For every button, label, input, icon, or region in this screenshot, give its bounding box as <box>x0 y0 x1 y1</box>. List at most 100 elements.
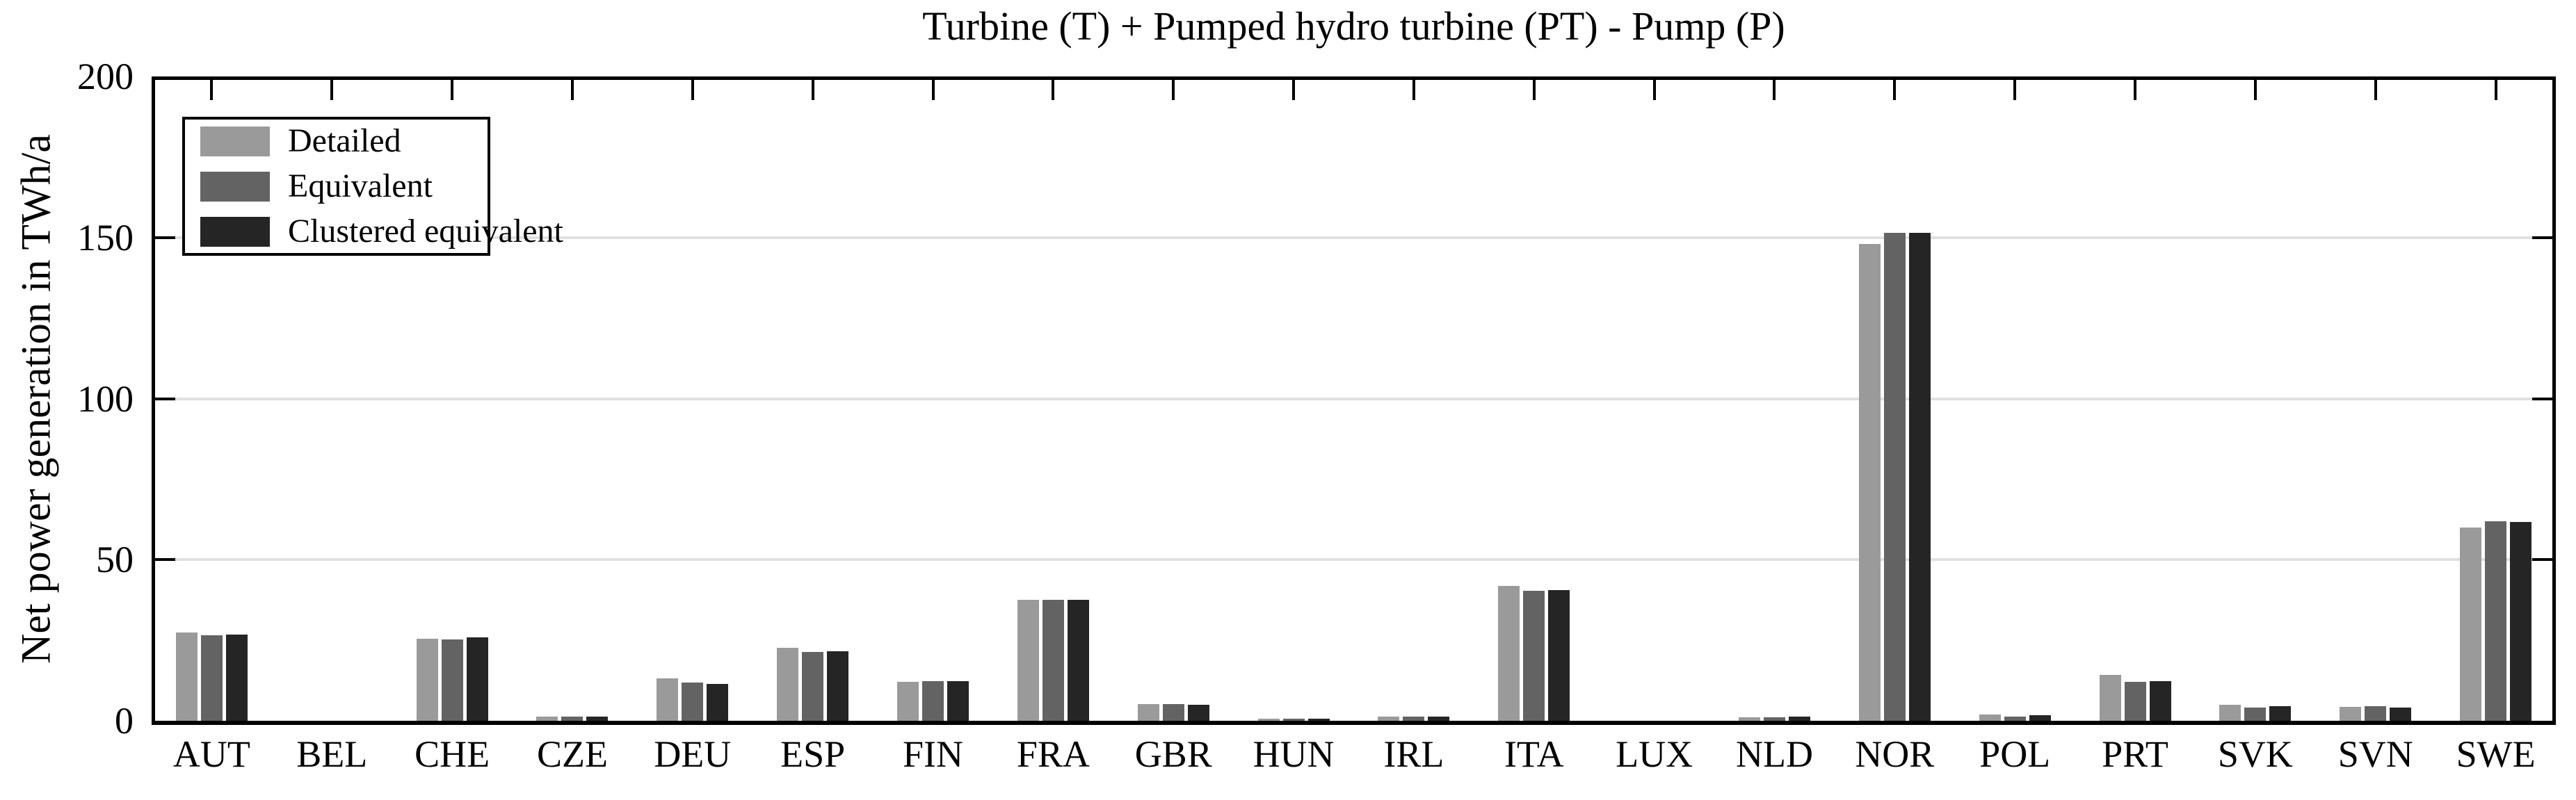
y-tick-label-200: 200 <box>77 56 134 97</box>
bar-svn-equivalent <box>2365 706 2387 721</box>
x-tick-label-aut: AUT <box>172 733 250 775</box>
top-tick-mark-cze <box>570 76 574 100</box>
top-tick-mark-swe <box>2494 76 2497 100</box>
legend-label-clustered-equivalent: Clustered equivalent <box>288 213 563 250</box>
legend-label-detailed: Detailed <box>288 122 401 159</box>
y-tick-label-150: 150 <box>77 216 134 259</box>
legend-row-equivalent: Equivalent <box>200 170 488 203</box>
bar-svn-detailed <box>2340 706 2362 721</box>
bar-nld-clustered-equivalent <box>1788 717 1810 721</box>
x-tick-label-bel: BEL <box>296 733 368 775</box>
bar-swe-detailed <box>2460 527 2482 721</box>
y-tick-label-100: 100 <box>77 377 134 420</box>
top-tick-mark-ita <box>1532 76 1536 100</box>
bar-nor-detailed <box>1858 244 1881 721</box>
bar-cze-equivalent <box>561 716 583 721</box>
x-tick-label-che: CHE <box>414 733 490 775</box>
axis-x <box>152 721 2556 725</box>
x-tick-label-pol: POL <box>1979 733 2051 775</box>
x-tick-label-swe: SWE <box>2456 733 2536 775</box>
x-tick-label-svn: SVN <box>2337 733 2413 775</box>
bar-ita-clustered-equivalent <box>1548 589 1570 721</box>
bar-fin-detailed <box>897 681 919 721</box>
bar-nld-detailed <box>1738 717 1760 721</box>
x-tick-label-irl: IRL <box>1383 733 1444 775</box>
x-tick-label-gbr: GBR <box>1134 733 1212 775</box>
bar-esp-clustered-equivalent <box>827 651 849 721</box>
bar-hun-equivalent <box>1282 718 1305 721</box>
bar-pol-detailed <box>1979 715 2001 721</box>
chart-title: Turbine (T) + Pumped hydro turbine (PT) … <box>922 3 1785 49</box>
gridline-150 <box>152 236 2556 239</box>
gridline-50 <box>152 558 2556 562</box>
y-tick-mark-right-50 <box>2532 558 2556 562</box>
bar-che-clustered-equivalent <box>466 637 488 721</box>
top-tick-mark-bel <box>330 76 334 100</box>
bar-cze-clustered-equivalent <box>586 716 609 721</box>
bar-svk-equivalent <box>2244 707 2267 721</box>
y-tick-label-0: 0 <box>115 700 134 742</box>
top-tick-mark-gbr <box>1172 76 1175 100</box>
top-tick-mark-irl <box>1412 76 1415 100</box>
bar-cze-detailed <box>536 716 558 721</box>
bar-gbr-clustered-equivalent <box>1187 704 1209 721</box>
bar-deu-equivalent <box>682 682 704 721</box>
top-tick-mark-pol <box>2013 76 2017 100</box>
top-tick-mark-fin <box>931 76 935 100</box>
bar-swe-equivalent <box>2485 521 2507 721</box>
top-tick-mark-prt <box>2134 76 2137 100</box>
bar-deu-detailed <box>657 678 679 721</box>
bar-hun-clustered-equivalent <box>1307 718 1330 721</box>
axis-y <box>152 76 155 725</box>
bar-aut-clustered-equivalent <box>225 635 248 721</box>
x-tick-label-svk: SVK <box>2217 733 2293 775</box>
x-tick-label-nld: NLD <box>1735 733 1813 775</box>
bar-che-detailed <box>416 638 438 721</box>
y-tick-mark-right-100 <box>2532 397 2556 400</box>
legend-label-equivalent: Equivalent <box>288 168 433 204</box>
bar-svk-clustered-equivalent <box>2269 706 2292 721</box>
bar-fra-equivalent <box>1042 600 1064 721</box>
x-tick-label-deu: DEU <box>654 733 732 775</box>
y-tick-label-50: 50 <box>96 539 134 581</box>
plot-area: Detailed Equivalent Clustered equivalent <box>152 76 2556 725</box>
x-tick-label-cze: CZE <box>536 733 608 775</box>
bar-prt-detailed <box>2099 675 2121 721</box>
top-tick-mark-hun <box>1292 76 1296 100</box>
bar-svk-detailed <box>2219 705 2241 721</box>
top-tick-mark-fra <box>1052 76 1055 100</box>
y-tick-mark-left-150 <box>152 236 175 239</box>
legend-swatch-detailed <box>200 126 270 156</box>
bar-gbr-equivalent <box>1162 703 1184 721</box>
bar-svn-clustered-equivalent <box>2390 707 2412 721</box>
bar-esp-equivalent <box>802 651 824 721</box>
top-tick-mark-deu <box>691 76 694 100</box>
bar-che-equivalent <box>441 639 463 721</box>
top-tick-mark-lux <box>1652 76 1656 100</box>
bar-aut-equivalent <box>200 635 223 721</box>
y-tick-mark-left-100 <box>152 397 175 400</box>
bar-prt-clustered-equivalent <box>2149 681 2171 721</box>
top-tick-mark-esp <box>811 76 814 100</box>
x-tick-label-ita: ITA <box>1504 733 1564 775</box>
legend-row-clustered-equivalent: Clustered equivalent <box>200 215 563 248</box>
bar-nld-equivalent <box>1763 717 1785 721</box>
bar-fin-equivalent <box>922 681 944 721</box>
x-tick-label-esp: ESP <box>780 733 846 775</box>
y-tick-mark-right-150 <box>2532 236 2556 239</box>
bar-ita-detailed <box>1498 585 1520 721</box>
axis-right <box>2552 76 2556 725</box>
bar-fin-clustered-equivalent <box>947 681 969 721</box>
x-tick-label-nor: NOR <box>1855 733 1935 775</box>
bar-gbr-detailed <box>1137 703 1159 721</box>
bar-irl-detailed <box>1378 717 1400 721</box>
bar-deu-clustered-equivalent <box>707 684 729 721</box>
x-tick-label-hun: HUN <box>1253 733 1335 775</box>
bar-esp-detailed <box>777 647 799 721</box>
legend-swatch-clustered-equivalent <box>200 216 270 247</box>
bar-swe-clustered-equivalent <box>2510 522 2532 721</box>
x-tick-label-prt: PRT <box>2102 733 2168 775</box>
bar-irl-equivalent <box>1403 716 1425 721</box>
legend-swatch-equivalent <box>200 171 270 202</box>
